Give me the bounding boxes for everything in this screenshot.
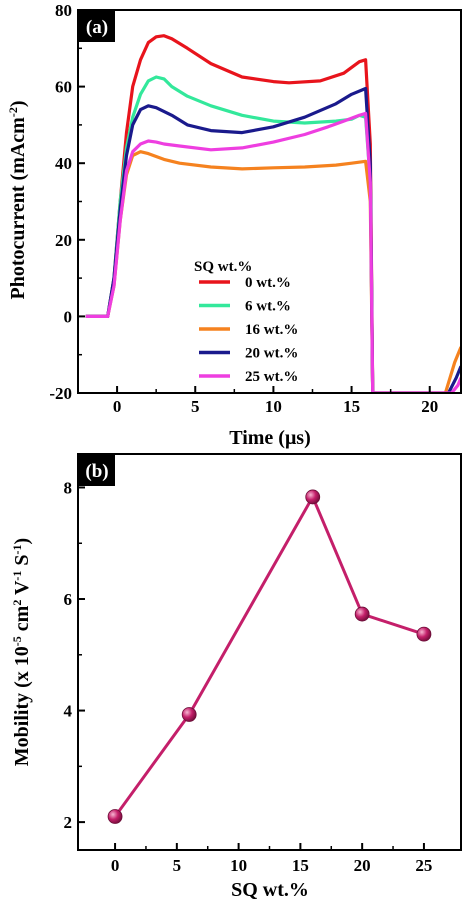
y-tick-label-a: 80 xyxy=(55,1,72,20)
x-axis-title-b: SQ wt.% xyxy=(231,879,309,901)
mobility-point xyxy=(416,626,432,642)
panel-label-a: (a) xyxy=(86,17,108,38)
panel-label-box-b xyxy=(79,455,115,486)
mobility-point xyxy=(305,489,321,505)
x-tick-label-a: 10 xyxy=(265,397,282,416)
legend-label: 0 wt.% xyxy=(245,275,291,291)
x-tick-label-b: 20 xyxy=(354,856,371,875)
mobility-point xyxy=(181,707,197,722)
legend-label: 25 wt.% xyxy=(245,369,298,385)
x-tick-label-a: 0 xyxy=(113,397,122,416)
series-line-25-wt xyxy=(85,111,461,393)
legend-title: SQ wt.% xyxy=(194,259,252,275)
legend-label: 16 wt.% xyxy=(245,322,298,338)
x-tick-label-b: 10 xyxy=(230,856,247,875)
legend-label: 20 wt.% xyxy=(245,346,298,362)
mobility-panel: 0 5 10 15 20 25 2 4 6 8 (b) SQ wt.% Mobility (x 1… xyxy=(10,453,462,901)
legend: SQ wt.% 0 wt.% 6 wt.% 16 wt.% 20 wt.% 25 wt.… xyxy=(194,259,298,385)
x-tick-label-a: 15 xyxy=(343,397,360,416)
y-tick-label-b: 8 xyxy=(64,478,73,497)
y-axis-title-b: Mobility (x 10-5 cm2 V-1 S-1) xyxy=(10,538,33,766)
y-tick-label-a: 60 xyxy=(55,78,72,97)
y-tick-label-a: 40 xyxy=(55,154,72,173)
y-tick-label-b: 6 xyxy=(64,590,73,609)
y-tick-label-a: -20 xyxy=(49,384,72,403)
panel-label-box-a xyxy=(79,11,115,42)
y-axis-title-a: Photocurrent (mAcm-2) xyxy=(6,100,29,299)
series-line-0-wt xyxy=(85,34,375,393)
y-tick-label-a: 0 xyxy=(64,307,73,326)
x-tick-label-a: 20 xyxy=(421,397,438,416)
y-tick-label-a: 20 xyxy=(55,231,72,250)
x-tick-label-b: 0 xyxy=(111,856,120,875)
x-axis-title-a: Time (μs) xyxy=(229,427,311,449)
x-tick-label-b: 15 xyxy=(292,856,309,875)
x-tick-label-a: 5 xyxy=(191,397,200,416)
photocurrent-panel: 0 5 10 15 20 -20 0 20 40 60 80 (a) SQ wt.% 0 wt.% 6… xyxy=(6,1,462,449)
legend-label: 6 wt.% xyxy=(245,299,291,315)
x-tick-label-b: 5 xyxy=(173,856,182,875)
mobility-line xyxy=(113,495,425,818)
y-tick-label-b: 2 xyxy=(64,813,73,832)
x-tick-label-b: 25 xyxy=(415,856,432,875)
y-tick-label-b: 4 xyxy=(64,702,73,721)
panel-label-b: (b) xyxy=(85,461,108,482)
mobility-point xyxy=(354,606,370,622)
mobility-point xyxy=(107,809,123,824)
